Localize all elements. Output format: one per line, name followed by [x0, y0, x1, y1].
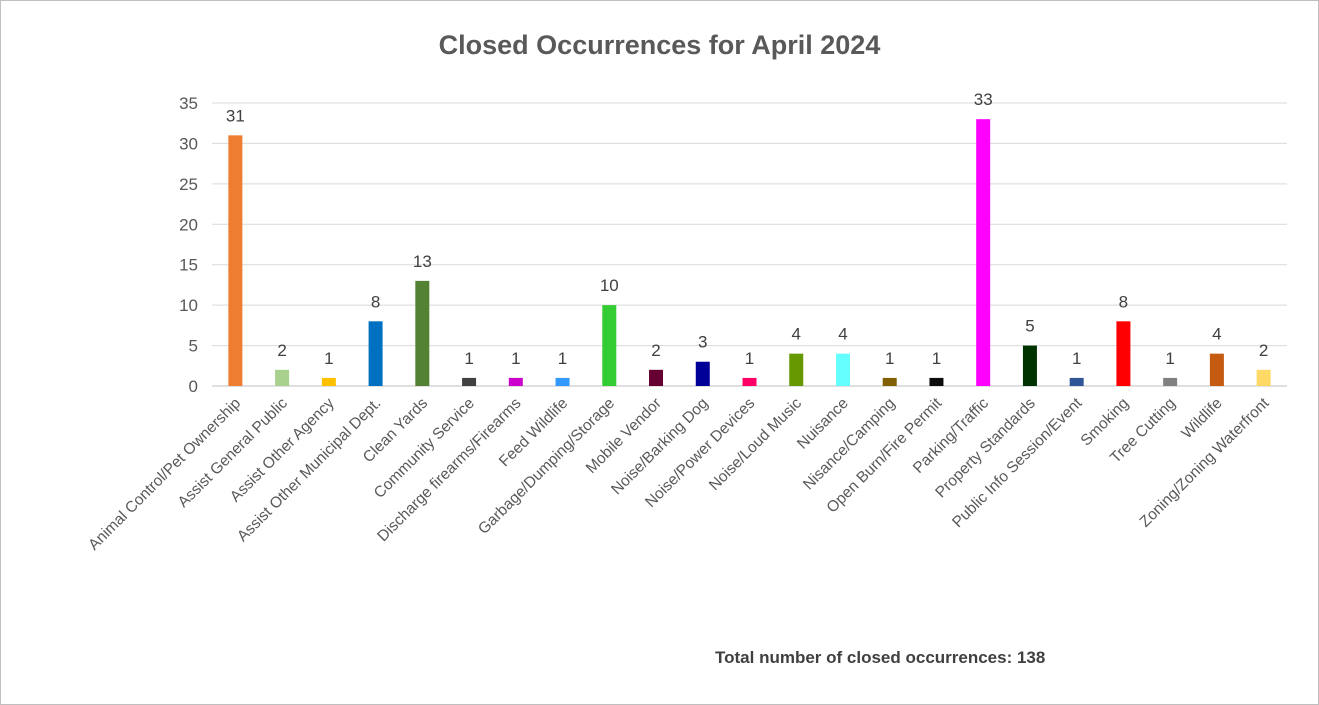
- bar: [321, 377, 336, 386]
- y-tick-label: 30: [179, 134, 198, 153]
- category-label: Wildlife: [1178, 395, 1225, 442]
- data-label: 31: [226, 106, 245, 125]
- data-label: 1: [1072, 349, 1081, 368]
- bar: [882, 377, 897, 386]
- bar: [1209, 353, 1224, 386]
- data-label: 2: [651, 341, 660, 360]
- data-label: 33: [974, 90, 993, 109]
- bar: [555, 377, 570, 386]
- bar: [368, 321, 383, 386]
- total-occurrences-note: Total number of closed occurrences: 138: [715, 648, 1046, 667]
- bar: [1256, 369, 1271, 386]
- data-label: 3: [698, 333, 707, 352]
- bar: [415, 280, 430, 386]
- data-label: 1: [885, 349, 894, 368]
- data-label: 1: [745, 349, 754, 368]
- bar: [1069, 377, 1084, 386]
- data-label: 1: [932, 349, 941, 368]
- data-label: 13: [413, 252, 432, 271]
- y-tick-label: 25: [179, 175, 198, 194]
- bar: [1163, 377, 1178, 386]
- data-label: 4: [838, 325, 847, 344]
- data-label: 1: [511, 349, 520, 368]
- bar: [1116, 321, 1131, 386]
- bar: [649, 369, 664, 386]
- data-label: 1: [1165, 349, 1174, 368]
- bar: [789, 353, 804, 386]
- bar: [275, 369, 290, 386]
- data-label: 8: [371, 292, 380, 311]
- data-label: 4: [1212, 325, 1221, 344]
- bar: [929, 377, 944, 386]
- bar: [695, 361, 710, 386]
- bar: [508, 377, 523, 386]
- y-tick-label: 35: [179, 94, 198, 113]
- y-tick-label: 10: [179, 296, 198, 315]
- data-label: 8: [1119, 292, 1128, 311]
- bar: [462, 377, 477, 386]
- data-label: 2: [277, 341, 286, 360]
- data-label: 1: [324, 349, 333, 368]
- data-label: 1: [464, 349, 473, 368]
- bar: [976, 119, 991, 387]
- y-tick-label: 5: [189, 337, 198, 356]
- data-label: 10: [600, 276, 619, 295]
- data-label: 1: [558, 349, 567, 368]
- bar: [228, 135, 243, 386]
- y-tick-label: 0: [189, 377, 198, 396]
- bar: [742, 377, 757, 386]
- bar: [835, 353, 850, 386]
- data-label: 5: [1025, 317, 1034, 336]
- data-label: 4: [792, 325, 801, 344]
- y-tick-label: 15: [179, 256, 198, 275]
- bar: [602, 305, 617, 386]
- y-tick-label: 20: [179, 215, 198, 234]
- data-label: 2: [1259, 341, 1268, 360]
- chart-title: Closed Occurrences for April 2024: [438, 30, 881, 60]
- bar: [1022, 345, 1037, 386]
